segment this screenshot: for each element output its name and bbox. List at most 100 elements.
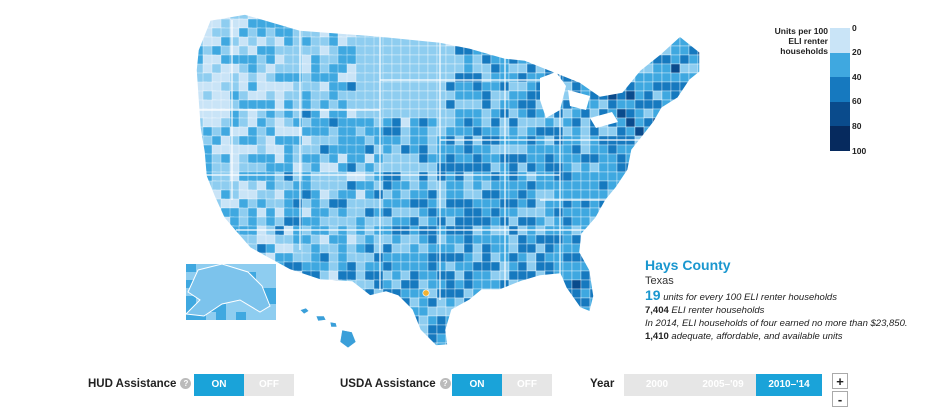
county-cell[interactable] [616, 63, 627, 74]
county-cell[interactable] [454, 279, 465, 290]
county-cell[interactable] [544, 216, 555, 227]
county-cell[interactable] [697, 10, 707, 20]
county-cell[interactable] [670, 234, 681, 245]
county-cell[interactable] [310, 324, 325, 337]
county-cell[interactable] [454, 162, 465, 173]
alaska-county-cell[interactable] [246, 264, 256, 272]
county-cell[interactable] [202, 333, 217, 346]
county-cell[interactable] [436, 162, 447, 173]
county-cell[interactable] [445, 180, 456, 191]
county-cell[interactable] [400, 10, 411, 20]
county-cell[interactable] [454, 342, 465, 352]
county-cell[interactable] [400, 252, 411, 263]
county-cell[interactable] [391, 18, 402, 29]
county-cell[interactable] [508, 108, 519, 119]
county-cell[interactable] [310, 342, 325, 354]
county-cell[interactable] [625, 27, 636, 38]
county-cell[interactable] [391, 279, 402, 290]
county-cell[interactable] [535, 324, 546, 335]
county-cell[interactable] [202, 252, 217, 265]
county-cell[interactable] [670, 207, 681, 218]
county-cell[interactable] [589, 252, 600, 263]
county-cell[interactable] [661, 81, 672, 92]
county-cell[interactable] [544, 126, 555, 137]
county-cell[interactable] [580, 72, 591, 83]
county-cell[interactable] [526, 171, 537, 182]
county-cell[interactable] [598, 180, 609, 191]
county-cell[interactable] [535, 144, 546, 155]
county-cell[interactable] [607, 342, 618, 352]
county-cell[interactable] [643, 171, 654, 182]
county-cell[interactable] [517, 180, 528, 191]
county-cell[interactable] [409, 81, 420, 92]
county-cell[interactable] [194, 180, 208, 193]
county-cell[interactable] [688, 126, 699, 137]
county-cell[interactable] [634, 81, 645, 92]
county-cell[interactable] [535, 189, 546, 200]
county-cell[interactable] [544, 243, 555, 254]
county-cell[interactable] [463, 63, 474, 74]
county-cell[interactable] [382, 333, 393, 344]
county-cell[interactable] [517, 261, 528, 272]
county-cell[interactable] [194, 225, 208, 238]
county-cell[interactable] [436, 18, 447, 29]
county-cell[interactable] [616, 324, 627, 335]
county-cell[interactable] [382, 180, 393, 191]
county-cell[interactable] [607, 207, 618, 218]
county-cell[interactable] [526, 297, 537, 308]
county-cell[interactable] [625, 297, 636, 308]
county-cell[interactable] [454, 243, 465, 254]
county-cell[interactable] [400, 54, 411, 65]
county-cell[interactable] [472, 153, 483, 164]
county-cell[interactable] [454, 18, 465, 29]
county-cell[interactable] [319, 18, 334, 31]
county-cell[interactable] [535, 10, 546, 20]
county-cell[interactable] [661, 153, 672, 164]
county-cell[interactable] [598, 126, 609, 137]
county-cell[interactable] [382, 36, 393, 47]
county-cell[interactable] [337, 315, 352, 328]
county-cell[interactable] [580, 297, 591, 308]
county-cell[interactable] [661, 135, 672, 146]
county-cell[interactable] [373, 324, 388, 337]
county-cell[interactable] [553, 279, 564, 290]
county-cell[interactable] [194, 216, 208, 229]
county-cell[interactable] [463, 216, 474, 227]
county-cell[interactable] [382, 27, 393, 38]
alaska-county-cell[interactable] [246, 304, 256, 312]
county-cell[interactable] [652, 36, 663, 47]
county-cell[interactable] [454, 333, 465, 344]
county-cell[interactable] [382, 135, 393, 146]
county-cell[interactable] [391, 216, 402, 227]
county-cell[interactable] [481, 144, 492, 155]
county-cell[interactable] [589, 342, 600, 352]
county-cell[interactable] [382, 216, 393, 227]
county-cell[interactable] [391, 117, 402, 128]
county-cell[interactable] [463, 243, 474, 254]
county-cell[interactable] [328, 18, 343, 31]
county-cell[interactable] [670, 90, 681, 101]
county-cell[interactable] [553, 288, 564, 299]
alaska-county-cell[interactable] [266, 304, 276, 312]
county-cell[interactable] [382, 45, 393, 56]
county-cell[interactable] [643, 180, 654, 191]
county-cell[interactable] [697, 108, 707, 119]
county-cell[interactable] [634, 270, 645, 281]
county-cell[interactable] [697, 63, 707, 74]
county-cell[interactable] [355, 315, 370, 328]
county-cell[interactable] [535, 252, 546, 263]
county-cell[interactable] [670, 27, 681, 38]
county-cell[interactable] [553, 189, 564, 200]
county-cell[interactable] [625, 306, 636, 317]
county-cell[interactable] [355, 324, 370, 337]
county-cell[interactable] [670, 18, 681, 29]
county-cell[interactable] [598, 261, 609, 272]
county-cell[interactable] [517, 45, 528, 56]
county-cell[interactable] [463, 153, 474, 164]
county-cell[interactable] [283, 297, 298, 310]
county-cell[interactable] [679, 243, 690, 254]
county-cell[interactable] [445, 297, 456, 308]
county-cell[interactable] [517, 297, 528, 308]
county-cell[interactable] [697, 27, 707, 38]
county-cell[interactable] [319, 10, 334, 22]
